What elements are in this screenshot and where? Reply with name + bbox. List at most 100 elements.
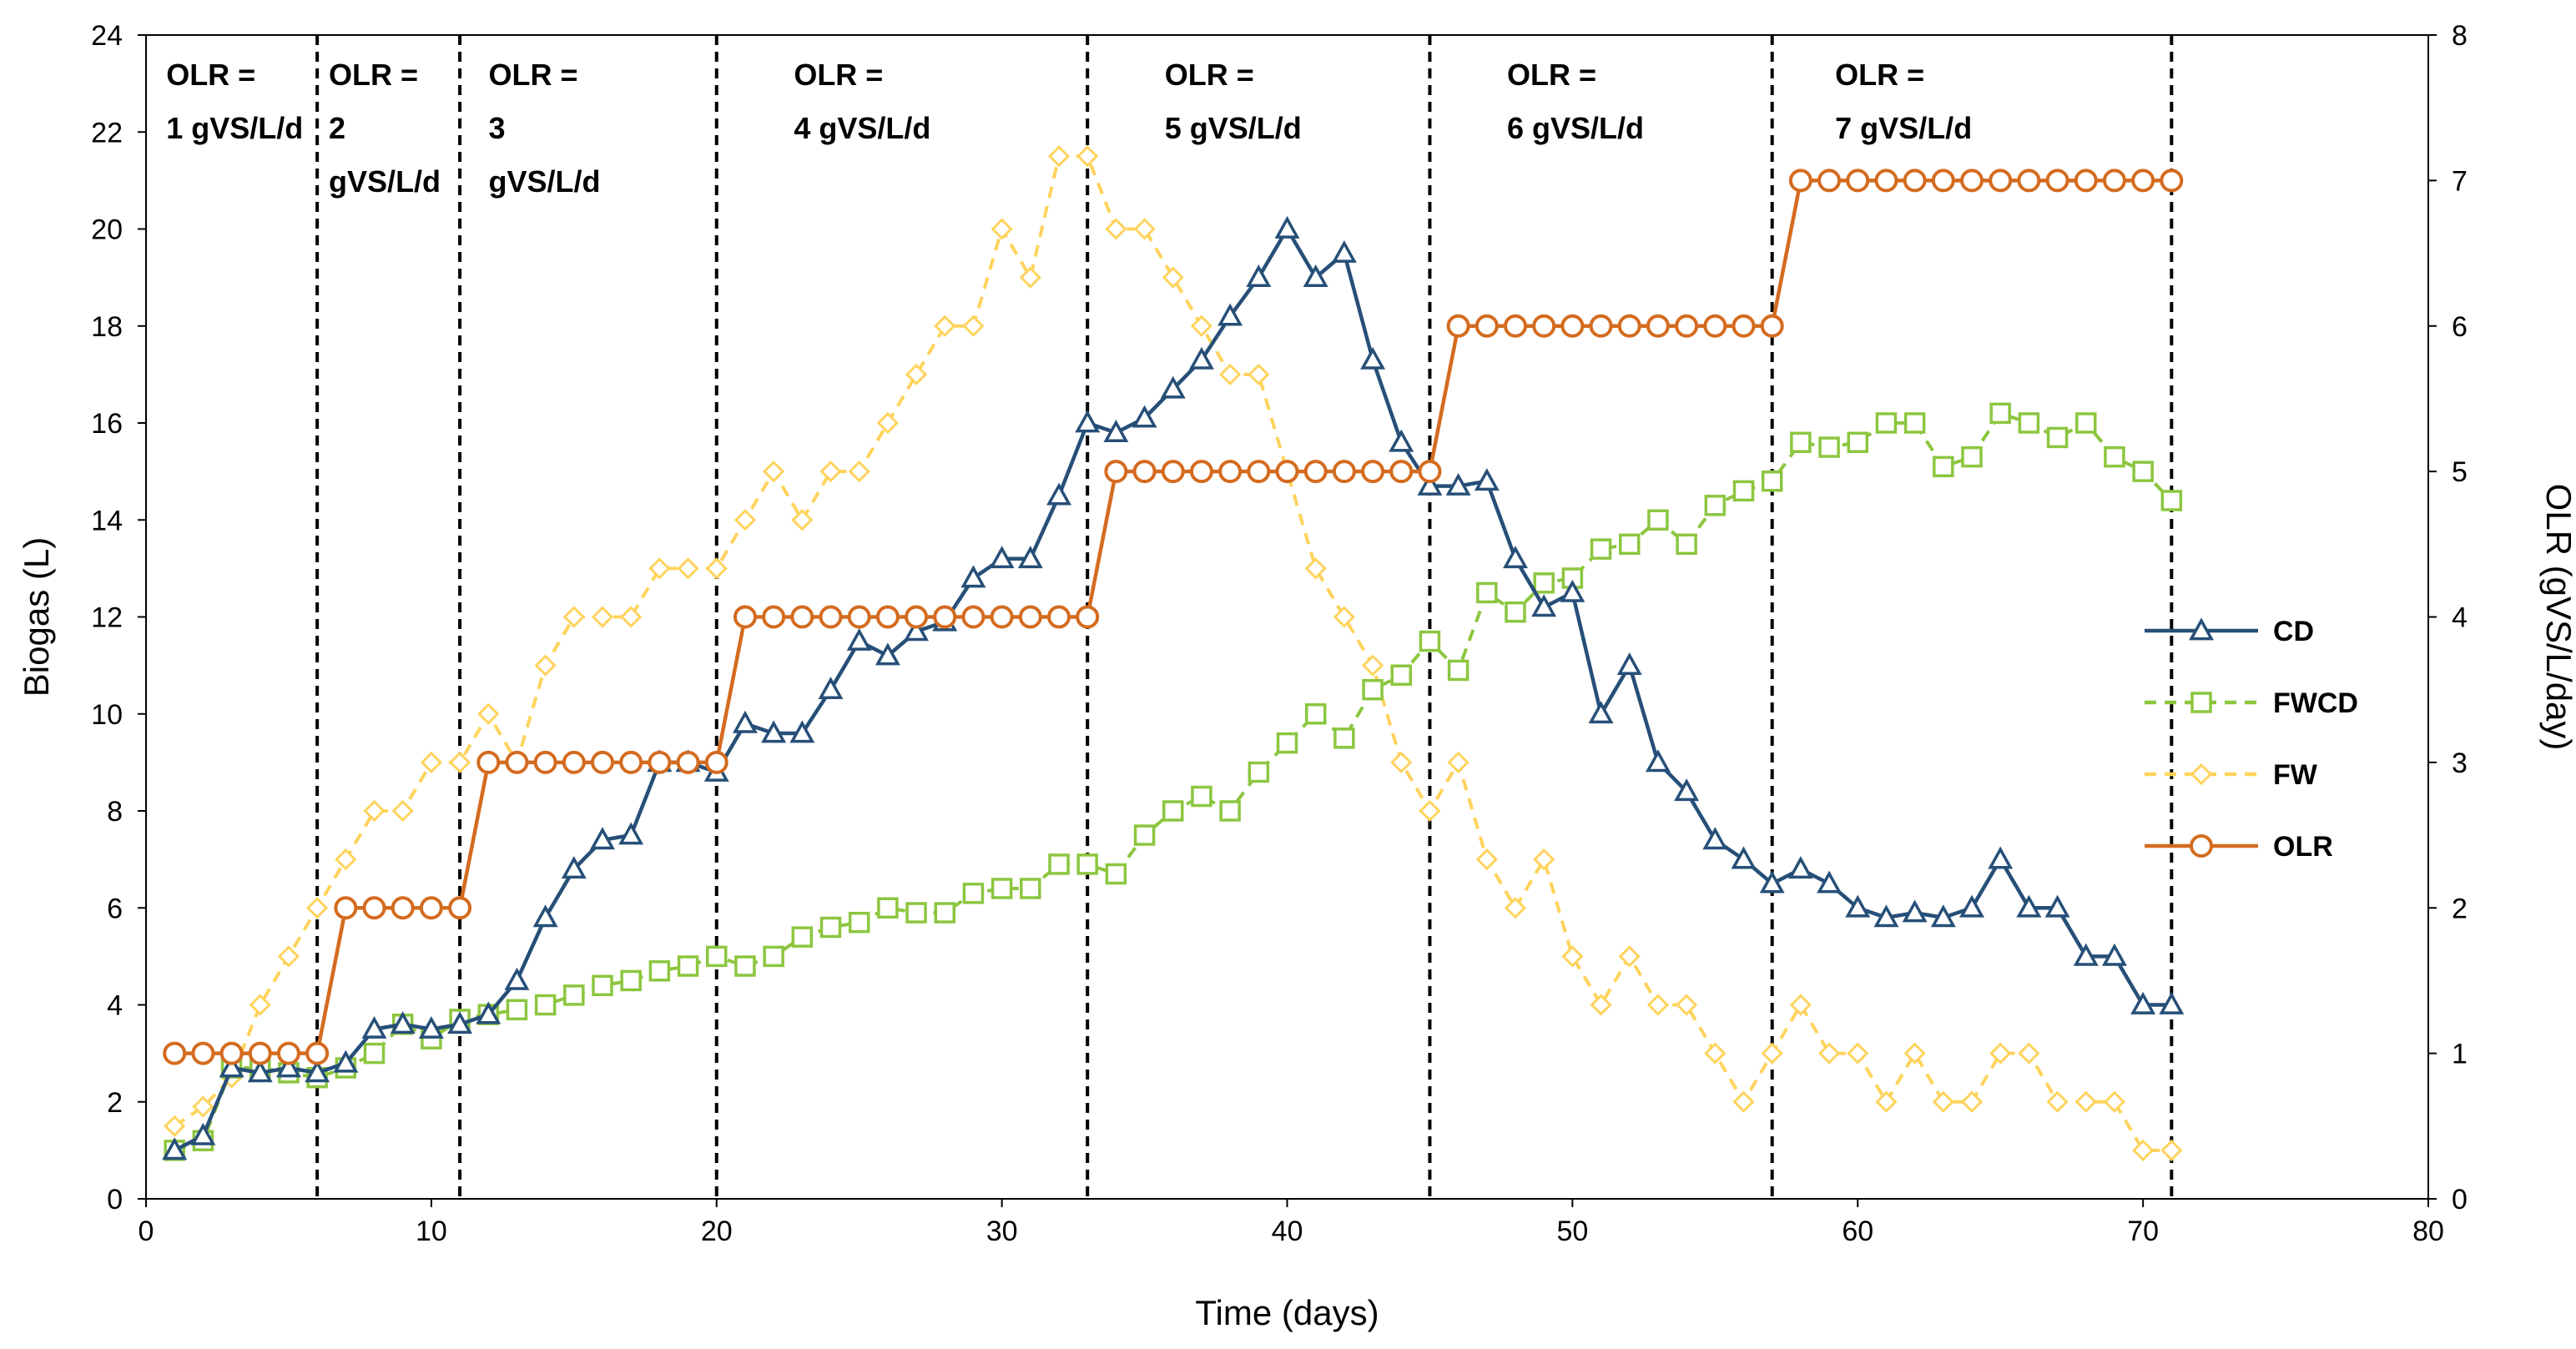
series-olr-point	[2045, 169, 2069, 193]
series-fwcd-point	[1191, 785, 1212, 808]
series-olr-point	[1703, 314, 1727, 338]
series-cd-point	[1616, 652, 1642, 675]
series-fwcd-point	[2104, 445, 2125, 468]
series-fw-point	[1248, 363, 1270, 385]
series-cd-point	[1759, 870, 1785, 893]
series-fwcd-point	[1076, 853, 1098, 875]
series-olr-point	[476, 750, 501, 774]
series-fwcd-point	[363, 1042, 386, 1065]
series-fwcd-point	[1647, 509, 1669, 531]
series-olr-point	[562, 750, 586, 774]
y2-tick-label: 2	[2452, 893, 2468, 924]
series-fw-point	[1989, 1042, 2012, 1065]
series-fwcd-point	[1162, 800, 1184, 822]
series-fw-point	[1676, 994, 1698, 1016]
y2-tick-label: 1	[2452, 1039, 2468, 1070]
series-fwcd-point	[1248, 761, 1270, 783]
series-olr-point	[619, 750, 643, 774]
series-cd-point	[2159, 991, 2185, 1014]
series-fwcd	[164, 402, 2183, 1161]
phase-label-line: 2	[329, 111, 345, 145]
series-cd-point	[590, 827, 615, 850]
series-cd-point	[1645, 749, 1671, 773]
series-cd-point	[247, 1060, 273, 1083]
series-olr-point	[1504, 314, 1527, 338]
series-fw-point	[1447, 751, 1469, 773]
series-olr-point	[191, 1041, 215, 1065]
series-cd-point	[1017, 546, 1043, 569]
legend-item-fw: FW	[2145, 759, 2318, 791]
series-cd-line	[174, 227, 2172, 1152]
series-fw-point	[991, 218, 1013, 240]
series-cd-point	[1817, 870, 1843, 893]
series-cd-point	[1132, 405, 1157, 428]
series-fwcd-point	[1476, 581, 1498, 604]
series-fw-point	[1732, 1090, 1755, 1113]
series-fw-point	[1390, 751, 1413, 773]
series-fwcd-point	[1219, 800, 1241, 822]
series-olr-point	[1218, 460, 1243, 484]
series-fwcd-point	[563, 984, 585, 1006]
legend-item-olr: OLR	[2145, 831, 2333, 863]
series-cd-point	[1303, 264, 1328, 287]
series-fwcd-point	[905, 902, 927, 924]
series-olr-point	[163, 1041, 187, 1065]
series-olr-point	[1361, 460, 1385, 484]
series-cd-point	[1873, 904, 1899, 928]
series-cd-point	[190, 1122, 216, 1145]
series-fwcd-point	[991, 878, 1013, 899]
y-tick-label: 14	[91, 505, 123, 536]
series-fw-point	[2018, 1042, 2040, 1065]
phase-label: OLR = 4 gVS/L/d	[794, 58, 930, 145]
series-fwcd-point	[1818, 436, 1840, 458]
series-cd-point	[1930, 904, 1956, 928]
series-cd-point	[162, 1137, 188, 1160]
series-cd-point	[904, 618, 930, 642]
series-fw-point	[1789, 994, 1812, 1016]
series-cd-point	[1474, 468, 1500, 491]
series-olr-point	[704, 750, 728, 774]
series-olr-point	[1617, 314, 1641, 338]
series-fwcd-point	[1761, 471, 1783, 492]
series-olr-point	[819, 605, 843, 629]
series-fw-point	[648, 557, 671, 580]
series-cd-point	[1560, 579, 1585, 602]
phase-label: OLR = 5 gVS/L/d	[1165, 58, 1302, 145]
series-cd-point	[532, 904, 558, 928]
series-cd-point	[1503, 546, 1528, 569]
series-olr-point	[2131, 169, 2155, 193]
series-fwcd-point	[506, 999, 528, 1021]
series-cd-point	[333, 1050, 359, 1073]
series-cd-point	[1731, 846, 1757, 869]
phase-label-line: OLR =	[1835, 58, 1924, 92]
series-cd-point	[989, 546, 1015, 569]
series-fwcd-point	[734, 955, 756, 977]
series-cd-point	[1217, 303, 1243, 326]
series-fw-point	[448, 751, 471, 773]
series-fw-point	[1646, 994, 1670, 1016]
series-olr-point	[1817, 169, 1842, 193]
series-cd-point	[1246, 264, 1272, 287]
series-fw-point	[1475, 848, 1498, 871]
series-fwcd-line	[174, 411, 2173, 1152]
series-fw-point	[1304, 557, 1327, 580]
series-fwcd-point	[1790, 431, 1812, 453]
series-fw-point	[1817, 1042, 1841, 1065]
series-cd-point	[1445, 472, 1471, 496]
series-olr-point	[1161, 460, 1185, 484]
series-cd-point	[1902, 899, 1928, 923]
series-fw-point	[1504, 897, 1527, 919]
series-fw-point	[477, 702, 500, 725]
series-olr-point	[875, 605, 900, 629]
series-fwcd-point	[1533, 572, 1555, 594]
series-fw-point	[1590, 994, 1612, 1016]
series-cd-point	[2016, 894, 2042, 918]
series-cd-point	[1188, 346, 1214, 370]
series-olr-point	[219, 1041, 244, 1065]
series-fwcd-point	[1276, 732, 1298, 754]
y2-tick-label: 8	[2452, 20, 2468, 52]
series-cd-point	[2044, 894, 2070, 918]
series-fwcd-point	[1676, 533, 1697, 556]
series-fw-point	[763, 461, 785, 483]
